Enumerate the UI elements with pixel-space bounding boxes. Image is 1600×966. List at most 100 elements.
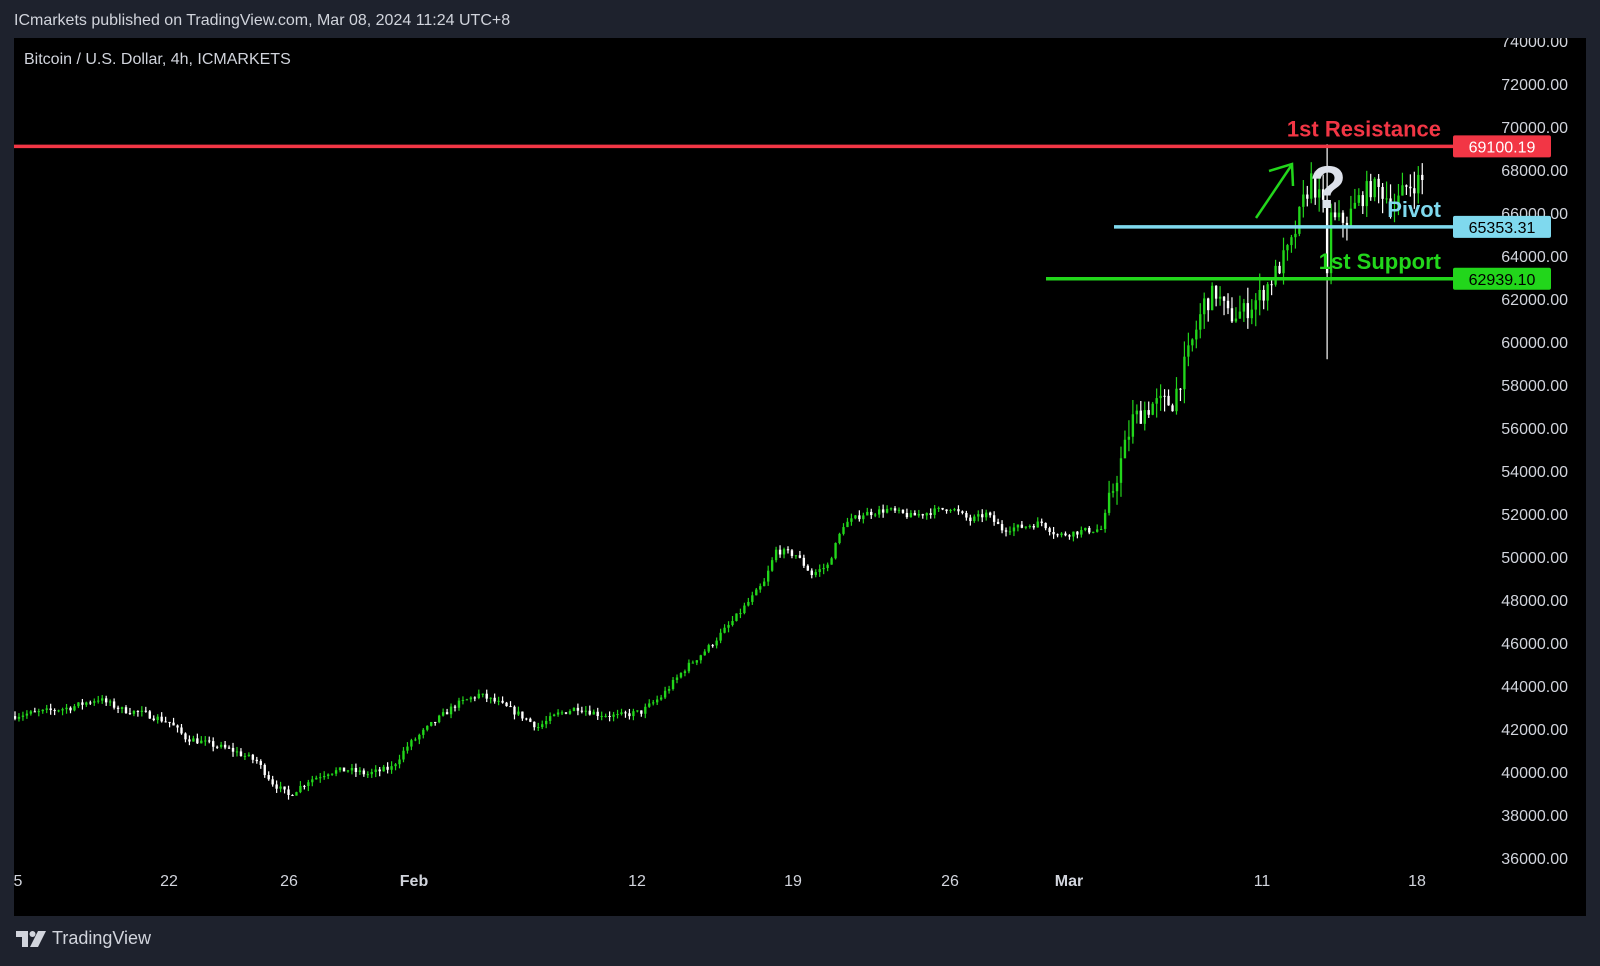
candle: [1254, 293, 1257, 327]
candle-body: [188, 739, 191, 742]
candle: [49, 703, 52, 715]
candle: [1028, 524, 1031, 529]
candle: [61, 707, 64, 716]
candle-body: [1321, 189, 1325, 200]
candle-body: [33, 711, 37, 713]
candle-body: [410, 740, 413, 747]
candle-body: [441, 712, 445, 716]
candle-body: [755, 589, 758, 596]
candle: [101, 695, 104, 704]
candle: [517, 706, 520, 716]
candle: [786, 546, 790, 554]
candle-body: [770, 560, 774, 571]
candle-body: [215, 746, 219, 748]
candle-body: [17, 716, 21, 719]
candle-body: [192, 738, 195, 742]
candle-body: [445, 712, 449, 715]
candle-body: [560, 712, 564, 714]
candle: [1155, 388, 1158, 418]
candle: [1365, 170, 1368, 217]
candle-body: [1036, 521, 1039, 528]
candle: [1115, 475, 1119, 505]
candle-body: [77, 702, 80, 707]
candle-body: [53, 710, 56, 712]
candle: [548, 712, 552, 725]
candle-body: [802, 557, 806, 566]
publisher-header: ICmarkets published on TradingView.com, …: [0, 0, 1600, 38]
candle: [580, 706, 584, 714]
candle-body: [1080, 530, 1083, 535]
candle-body: [830, 558, 833, 565]
price-chart[interactable]: Bitcoin / U.S. Dollar, 4h, ICMARKETS 3600…: [14, 38, 1586, 916]
x-tick-label: 5: [14, 873, 23, 890]
candle-body: [453, 706, 457, 708]
candle-body: [1298, 206, 1301, 234]
candle: [739, 608, 742, 619]
candle-body: [580, 710, 584, 712]
candle-body: [1393, 209, 1396, 212]
candle-body: [366, 774, 369, 776]
candle: [156, 714, 159, 724]
candle-body: [842, 527, 845, 534]
candle: [120, 706, 124, 714]
candle-body: [1199, 314, 1202, 330]
candle-body: [778, 549, 782, 555]
candle-body: [707, 645, 710, 652]
candle-body: [112, 701, 116, 708]
y-tick-label: 58000.00: [1501, 378, 1568, 395]
candle: [897, 507, 901, 514]
candle: [1183, 341, 1186, 404]
candle-body: [394, 764, 397, 767]
candle: [358, 767, 362, 775]
candle-body: [1361, 195, 1364, 207]
candle-body: [747, 601, 750, 606]
candle-body: [659, 697, 663, 700]
y-tick-label: 40000.00: [1501, 765, 1568, 782]
candle-body: [108, 701, 112, 703]
level-label: Pivot: [1387, 197, 1441, 222]
candle-body: [358, 770, 362, 772]
candle: [592, 709, 595, 715]
candle-body: [1365, 181, 1368, 207]
candle-body: [457, 700, 461, 708]
candle-body: [826, 564, 829, 568]
candle-body: [1401, 185, 1404, 196]
candle: [1036, 517, 1039, 528]
candle-body: [1163, 395, 1166, 397]
candle: [1127, 420, 1131, 452]
candle: [29, 710, 33, 716]
candle: [679, 672, 683, 679]
candle-body: [810, 570, 813, 576]
candle-body: [180, 727, 183, 734]
candle-body: [818, 569, 821, 573]
y-tick-label: 72000.00: [1501, 77, 1568, 94]
candle-body: [1302, 194, 1305, 207]
candle-body: [1270, 284, 1273, 286]
candle-body: [346, 770, 350, 772]
candle-body: [374, 769, 377, 773]
level-pivot: Pivot 65353.31: [1114, 197, 1551, 238]
candle-body: [362, 770, 366, 775]
candle: [521, 711, 524, 721]
candle-body: [1096, 529, 1099, 532]
candle-body: [521, 711, 524, 719]
candle: [1032, 523, 1035, 530]
candle: [160, 712, 163, 723]
candle-body: [1413, 188, 1416, 194]
candle: [858, 510, 861, 522]
candle: [227, 745, 231, 749]
candle-body: [1266, 284, 1269, 301]
candle: [695, 660, 699, 666]
candle: [929, 508, 932, 519]
chart-area[interactable]: Bitcoin / U.S. Dollar, 4h, ICMARKETS 3600…: [14, 38, 1586, 916]
candle-body: [604, 715, 607, 717]
y-tick-label: 54000.00: [1501, 464, 1568, 481]
candle: [1409, 174, 1412, 197]
candle: [212, 737, 215, 752]
candle: [93, 698, 96, 706]
candle-body: [1314, 173, 1317, 198]
candle: [1076, 531, 1079, 539]
candle: [1325, 144, 1329, 360]
candle: [826, 562, 829, 572]
candle-body: [465, 699, 469, 701]
